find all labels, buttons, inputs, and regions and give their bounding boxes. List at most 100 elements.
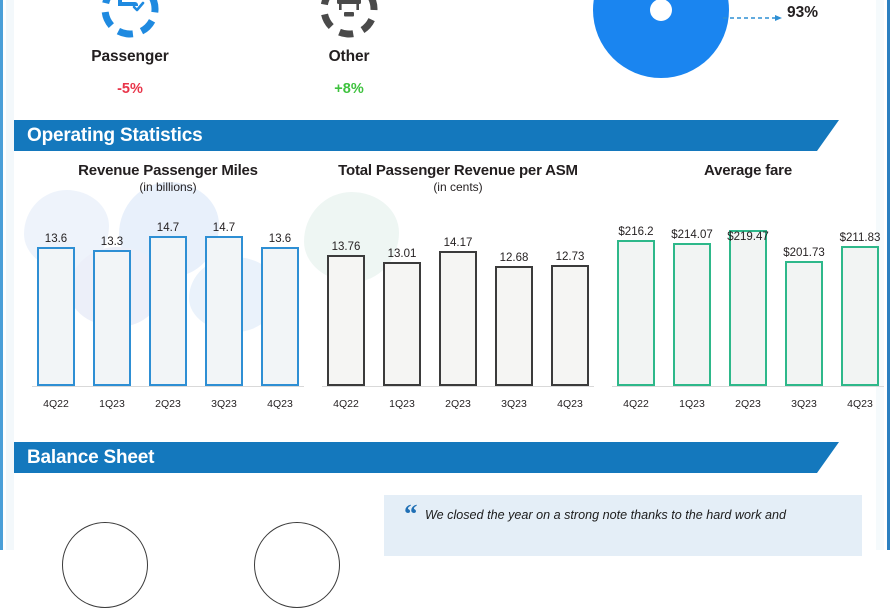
passenger-seat-icon	[97, 0, 163, 42]
bar-value-label: 13.6	[44, 233, 68, 245]
bar-column: 13.6	[256, 218, 304, 386]
cargo-other-icon	[316, 0, 382, 42]
kpi-passenger-label: Passenger	[91, 48, 169, 65]
band-shape	[14, 120, 839, 151]
bar-value-label: 13.01	[387, 248, 417, 260]
pie-leader-line	[723, 14, 785, 21]
chart-title: Average fare	[704, 162, 792, 179]
section-title: Balance Sheet	[27, 446, 155, 468]
tick-label: 4Q23	[557, 398, 583, 410]
tick-label: 4Q23	[847, 398, 873, 410]
bar-column: 12.73	[546, 218, 594, 386]
kpi-passenger: Passenger -5%	[30, 0, 230, 97]
bar-rect	[327, 255, 365, 386]
chart-subtitle: (in billions)	[139, 180, 197, 195]
chart-average-fare: Average fare $216.2 $214.07 $219.47	[612, 162, 884, 424]
page-right-edge	[876, 0, 884, 550]
tick-label: 1Q23	[679, 398, 705, 410]
bar-value-label: $214.07	[671, 229, 713, 241]
executive-quote-box: “ We closed the year on a strong note th…	[384, 495, 862, 556]
band-shape	[14, 442, 839, 473]
bar-column: $214.07	[668, 202, 716, 386]
chart-plot-area: 13.6 13.3 14.7 14.7	[32, 218, 304, 386]
chart-axis-line	[612, 386, 884, 387]
tick-label: 2Q23	[735, 398, 761, 410]
bar-column: 14.7	[200, 218, 248, 386]
page-left-edge	[6, 0, 14, 550]
kpi-other: Other +8%	[249, 0, 449, 97]
load-factor-pie-block: 93%	[591, 0, 821, 100]
tick-label: 2Q23	[155, 398, 181, 410]
kpi-passenger-icon-wrap	[30, 0, 230, 42]
bar-column: 13.76	[322, 218, 370, 386]
bar-rect	[785, 261, 823, 386]
bar-column: 14.7	[144, 218, 192, 386]
section-header-balance-sheet: Balance Sheet	[14, 442, 839, 473]
kpi-passenger-delta: -5%	[117, 81, 143, 97]
bar-column: 12.68	[490, 218, 538, 386]
chart-tick-labels: 4Q22 1Q23 2Q23 3Q23 4Q23	[322, 398, 594, 410]
bar-value-label: 13.6	[268, 233, 292, 245]
tick-label: 1Q23	[99, 398, 125, 410]
bars-container: 13.76 13.01 14.17 12.68	[322, 218, 594, 386]
bar-value-label: 13.3	[100, 236, 124, 248]
chart-title: Total Passenger Revenue per ASM	[338, 162, 578, 179]
bar-rect	[841, 246, 879, 386]
bar-rect	[37, 247, 75, 386]
tick-label: 3Q23	[501, 398, 527, 410]
bar-column: $219.47	[724, 202, 772, 386]
bar-rect	[617, 240, 655, 386]
bar-rect	[93, 250, 131, 386]
chart-axis-line	[322, 386, 594, 387]
bar-column: 13.01	[378, 218, 426, 386]
pie-chart	[591, 0, 731, 80]
chart-title: Revenue Passenger Miles	[78, 162, 258, 179]
chart-tick-labels: 4Q22 1Q23 2Q23 3Q23 4Q23	[32, 398, 304, 410]
bar-value-label: 12.68	[499, 252, 529, 264]
bar-rect	[673, 243, 711, 386]
bar-column: $211.83	[836, 202, 884, 386]
chart-total-passenger-revenue-per-asm: Total Passenger Revenue per ASM (in cent…	[322, 162, 594, 424]
chart-subtitle: (in cents)	[433, 180, 483, 195]
bar-rect	[551, 265, 589, 386]
tick-label: 4Q22	[623, 398, 649, 410]
tick-label: 1Q23	[389, 398, 415, 410]
chart-revenue-passenger-miles: Revenue Passenger Miles (in billions) 13…	[32, 162, 304, 424]
tick-label: 4Q22	[43, 398, 69, 410]
bar-rect	[729, 230, 767, 386]
tick-label: 3Q23	[211, 398, 237, 410]
bar-column: $201.73	[780, 202, 828, 386]
tick-label: 4Q22	[333, 398, 359, 410]
tick-label: 2Q23	[445, 398, 471, 410]
bars-container: 13.6 13.3 14.7 14.7	[32, 218, 304, 386]
quote-mark-icon: “	[404, 499, 418, 529]
kpi-strip: Passenger -5% Other +8%	[14, 0, 876, 105]
chart-plot-area: $216.2 $214.07 $219.47 $201.73	[612, 202, 884, 386]
bars-container: $216.2 $214.07 $219.47 $201.73	[612, 202, 884, 386]
bar-value-label: 14.17	[443, 237, 473, 249]
charts-row: Revenue Passenger Miles (in billions) 13…	[14, 162, 884, 424]
bar-column: 13.6	[32, 218, 80, 386]
bar-value-label: 14.7	[212, 222, 236, 234]
section-header-operating-statistics: Operating Statistics	[14, 120, 839, 151]
kpi-other-icon-wrap	[249, 0, 449, 42]
bar-rect	[439, 251, 477, 386]
bar-rect	[495, 266, 533, 386]
bar-rect	[149, 236, 187, 386]
tick-label: 4Q23	[267, 398, 293, 410]
bar-rect	[205, 236, 243, 386]
balance-metric-circle	[62, 522, 148, 608]
chart-plot-area: 13.76 13.01 14.17 12.68	[322, 218, 594, 386]
kpi-other-label: Other	[328, 48, 370, 65]
bar-column: $216.2	[612, 202, 660, 386]
bar-value-label: $219.47	[727, 231, 769, 243]
balance-sheet-content: “ We closed the year on a strong note th…	[14, 478, 876, 608]
bar-value-label: $201.73	[783, 247, 825, 259]
bar-column: 14.17	[434, 218, 482, 386]
pie-percent-label: 93%	[787, 4, 819, 21]
chart-axis-line	[32, 386, 304, 387]
bar-value-label: $216.2	[618, 226, 654, 238]
tick-label: 3Q23	[791, 398, 817, 410]
chart-tick-labels: 4Q22 1Q23 2Q23 3Q23 4Q23	[612, 398, 884, 410]
